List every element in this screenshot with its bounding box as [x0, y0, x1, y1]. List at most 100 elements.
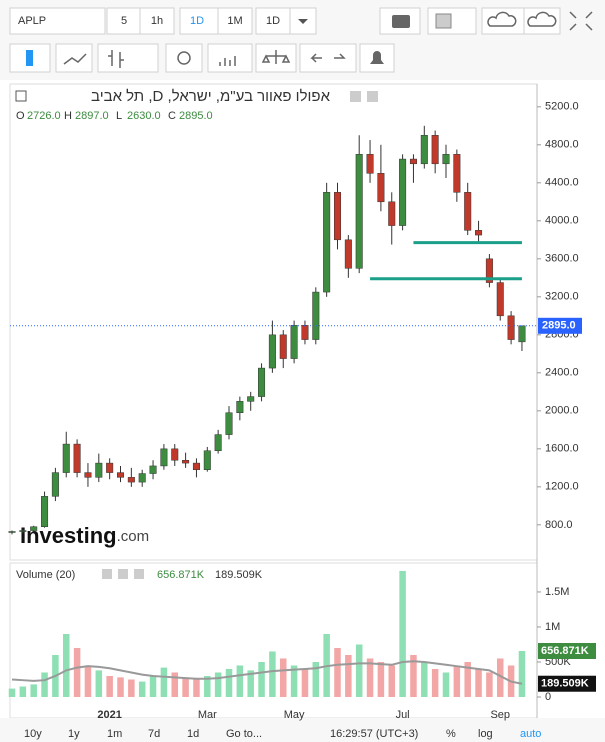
- interval-button[interactable]: [139, 7, 175, 35]
- volume-bar: [73, 647, 81, 697]
- interval-button[interactable]: [106, 7, 142, 35]
- bars-icon: [108, 50, 124, 68]
- y-tick-label: 0: [545, 691, 551, 703]
- indicators-button[interactable]: [207, 43, 253, 73]
- interval-label: 1D: [266, 15, 280, 27]
- camera-icon: [392, 15, 410, 28]
- interval-label: 1D: [190, 15, 204, 27]
- volume-bar: [366, 658, 374, 697]
- settings-button[interactable]: [165, 43, 203, 73]
- volume-bar: [84, 665, 92, 697]
- candle-body: [366, 154, 374, 174]
- candle-body: [442, 154, 450, 165]
- candle-body: [279, 334, 287, 359]
- gear-icon: [177, 51, 191, 65]
- y-tick-label: 4000.0: [545, 215, 579, 227]
- candle-body: [485, 258, 493, 283]
- clock: 16:29:57 (UTC+3): [330, 728, 418, 740]
- ohlc-key: O: [16, 110, 25, 122]
- scale-option[interactable]: auto: [520, 728, 541, 740]
- candle-body: [171, 448, 179, 461]
- interval-button[interactable]: [217, 7, 253, 35]
- candle-body: [377, 173, 385, 203]
- volume-bar: [19, 686, 27, 697]
- y-tick-label: 1200.0: [545, 481, 579, 493]
- chart-title: תל אביב ,D ,אפולו פאוור בע"מ, ישראל: [91, 88, 331, 105]
- candle-body: [225, 412, 233, 435]
- candle-body: [214, 434, 222, 451]
- volume-ma-line: [11, 660, 523, 685]
- close-icon[interactable]: [134, 569, 144, 579]
- color-button[interactable]: [427, 7, 477, 35]
- ohlc-value: 2897.0: [75, 110, 109, 122]
- candle-body: [344, 239, 352, 269]
- interval-button[interactable]: [179, 7, 219, 35]
- goto-button[interactable]: Go to...: [226, 728, 262, 740]
- candle-body: [409, 158, 417, 165]
- scale-option[interactable]: %: [446, 728, 456, 740]
- volume-bar: [138, 681, 146, 697]
- range-button[interactable]: 10y: [24, 728, 42, 740]
- cloud-icon: [527, 11, 557, 27]
- candle-body: [236, 401, 244, 413]
- ohlc-value: 2630.0: [127, 110, 161, 122]
- volume-bar: [8, 688, 16, 697]
- symbol-input[interactable]: [9, 7, 106, 35]
- volume-bar: [442, 672, 450, 697]
- candle-body: [496, 282, 504, 317]
- y-tick-label: 1M: [545, 621, 560, 633]
- fullscreen-icon[interactable]: [569, 11, 593, 31]
- volume-bar: [95, 670, 103, 697]
- volume-ma-box: [538, 675, 596, 692]
- candle-body: [182, 459, 190, 464]
- range-button[interactable]: 1d: [187, 728, 199, 740]
- y-tick-label: 3200.0: [545, 291, 579, 303]
- volume-bar: [171, 672, 179, 697]
- range-button[interactable]: 1m: [107, 728, 122, 740]
- line-button[interactable]: [55, 43, 93, 73]
- candle-body: [507, 315, 515, 340]
- candle-body: [399, 158, 407, 226]
- scale-icon: [261, 50, 291, 64]
- candle-body: [106, 462, 114, 473]
- volume-bar: [193, 679, 200, 697]
- interval-button[interactable]: [255, 7, 291, 35]
- settings-icon[interactable]: [367, 91, 378, 102]
- cloud-save[interactable]: [523, 7, 561, 35]
- bars-button[interactable]: [97, 43, 159, 73]
- undo-redo[interactable]: [299, 43, 357, 73]
- settings-icon[interactable]: [118, 569, 128, 579]
- volume-legend: 656.871K: [157, 569, 205, 581]
- candle-body: [323, 192, 331, 293]
- visibility-icon[interactable]: [350, 91, 361, 102]
- volume-bar: [269, 651, 276, 697]
- candle-icon: [26, 50, 33, 66]
- ohlc-key: L: [116, 110, 122, 122]
- x-tick-label: 2021: [97, 709, 121, 721]
- volume-bar: [388, 665, 396, 697]
- candle-body: [420, 135, 428, 165]
- range-button[interactable]: 1y: [68, 728, 80, 740]
- y-tick-label: 4400.0: [545, 177, 579, 189]
- y-tick-label: 800.0: [545, 519, 573, 531]
- volume-bar: [475, 668, 482, 697]
- screenshot-button[interactable]: [379, 7, 421, 35]
- range-button[interactable]: 7d: [148, 728, 160, 740]
- visibility-icon[interactable]: [102, 569, 112, 579]
- line-icon: [63, 53, 87, 65]
- candle-body: [312, 291, 320, 340]
- y-tick-label: 1.5M: [545, 586, 569, 598]
- collapse-icon[interactable]: [15, 90, 27, 102]
- scale-option[interactable]: log: [478, 728, 493, 740]
- volume-bar: [421, 661, 428, 697]
- y-tick-label: 3600.0: [545, 253, 579, 265]
- volume-bar: [160, 667, 168, 697]
- ohlc-key: C: [168, 110, 176, 122]
- candle-body: [464, 192, 472, 231]
- undo-icon: [310, 53, 346, 63]
- ohlc-value: 2895.0: [179, 110, 213, 122]
- indicators-icon: [219, 56, 236, 66]
- color-swatch: [435, 13, 452, 29]
- volume-bar: [334, 647, 341, 697]
- volume-bar: [312, 661, 320, 697]
